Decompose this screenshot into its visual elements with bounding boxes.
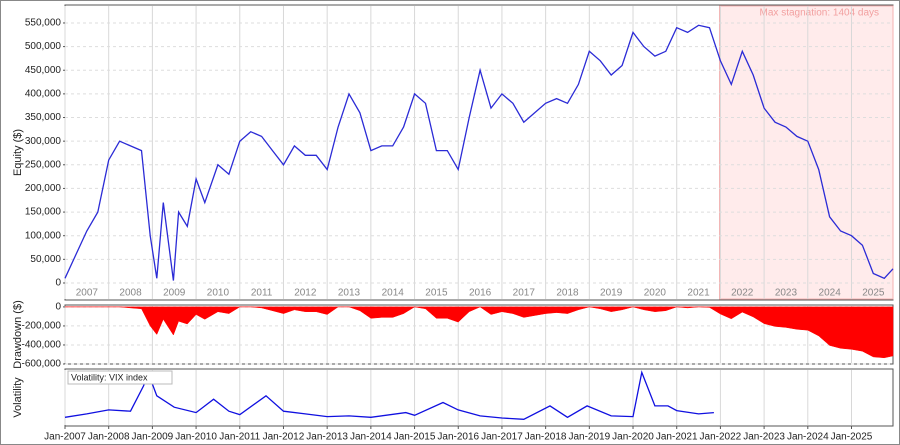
year-label: 2007 bbox=[76, 288, 99, 299]
y-tick-label: -200,000 bbox=[22, 321, 62, 332]
y-axis-title: Volatility bbox=[12, 377, 24, 418]
series-line bbox=[64, 24, 894, 281]
panel-background bbox=[64, 4, 894, 301]
x-tick-label: Jan-2018 bbox=[525, 432, 567, 443]
year-label: 2010 bbox=[207, 288, 230, 299]
y-tick-label: 400,000 bbox=[25, 89, 62, 100]
y-tick-label: 200,000 bbox=[25, 183, 62, 194]
x-tick-label: Jan-2015 bbox=[394, 432, 436, 443]
y-tick-label: 50,000 bbox=[30, 254, 61, 265]
y-tick-label: 300,000 bbox=[25, 136, 62, 147]
year-label: 2017 bbox=[513, 288, 536, 299]
y-tick-label: 350,000 bbox=[25, 112, 62, 123]
drawdown-area bbox=[64, 306, 894, 359]
x-tick-label: Jan-2017 bbox=[481, 432, 523, 443]
y-tick-label: -400,000 bbox=[22, 340, 62, 351]
y-tick-label: 0 bbox=[55, 302, 61, 313]
x-tick-label: Jan-2022 bbox=[700, 432, 742, 443]
year-label: 2009 bbox=[163, 288, 186, 299]
year-label: 2024 bbox=[819, 288, 842, 299]
y-tick-label: 550,000 bbox=[25, 18, 62, 29]
y-tick-label: -600,000 bbox=[22, 359, 62, 370]
year-label: 2008 bbox=[119, 288, 142, 299]
y-tick-label: 0 bbox=[55, 278, 61, 289]
year-label: 2013 bbox=[338, 288, 361, 299]
x-tick-label: Jan-2023 bbox=[743, 432, 785, 443]
x-tick-label: Jan-2025 bbox=[831, 432, 873, 443]
x-tick-label: Jan-2007 bbox=[44, 432, 86, 443]
year-label: 2021 bbox=[687, 288, 710, 299]
x-tick-label: Jan-2008 bbox=[88, 432, 130, 443]
x-tick-label: Jan-2019 bbox=[568, 432, 610, 443]
year-label: 2011 bbox=[251, 288, 273, 299]
x-tick-label: Jan-2020 bbox=[612, 432, 654, 443]
x-tick-label: Jan-2016 bbox=[437, 432, 479, 443]
legend-box bbox=[67, 370, 173, 385]
x-tick-label: Jan-2010 bbox=[175, 432, 217, 443]
year-label: 2023 bbox=[775, 288, 798, 299]
y-tick-label: 250,000 bbox=[25, 159, 62, 170]
year-label: 2022 bbox=[731, 288, 754, 299]
x-tick-label: Jan-2014 bbox=[350, 432, 392, 443]
year-label: 2016 bbox=[469, 288, 492, 299]
year-label: 2012 bbox=[294, 288, 317, 299]
year-label: 2025 bbox=[862, 288, 885, 299]
stagnation-span bbox=[719, 5, 894, 300]
year-label: 2019 bbox=[600, 288, 623, 299]
panel-background bbox=[64, 368, 894, 427]
x-tick-label: Jan-2013 bbox=[306, 432, 348, 443]
y-tick-label: 450,000 bbox=[25, 65, 62, 76]
x-tick-label: Jan-2024 bbox=[787, 432, 829, 443]
year-label: 2018 bbox=[556, 288, 579, 299]
year-label: 2015 bbox=[425, 288, 448, 299]
legend-label: Volatility: VIX index bbox=[71, 372, 148, 382]
y-tick-label: 100,000 bbox=[25, 230, 62, 241]
y-axis-title: Equity ($) bbox=[12, 129, 24, 176]
x-tick-label: Jan-2021 bbox=[656, 432, 698, 443]
annotation: Max stagnation: 1404 days bbox=[760, 8, 880, 19]
series-line bbox=[64, 370, 714, 420]
y-tick-label: 150,000 bbox=[25, 207, 62, 218]
year-label: 2020 bbox=[644, 288, 667, 299]
year-label: 2014 bbox=[382, 288, 405, 299]
x-tick-label: Jan-2011 bbox=[219, 432, 260, 443]
x-tick-label: Jan-2012 bbox=[263, 432, 305, 443]
y-axis-title: Drawdown ($) bbox=[12, 300, 24, 368]
x-tick-label: Jan-2009 bbox=[132, 432, 174, 443]
y-tick-label: 500,000 bbox=[25, 41, 62, 52]
